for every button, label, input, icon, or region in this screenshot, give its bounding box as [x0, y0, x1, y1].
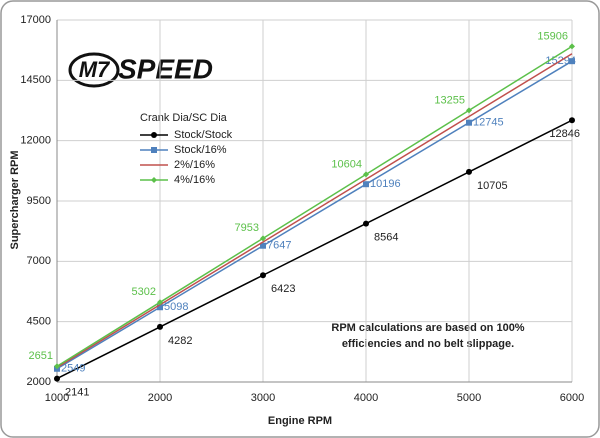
data-label: 15906: [537, 30, 568, 42]
x-tick-label: 1000: [45, 392, 69, 404]
legend-label: Stock/Stock: [174, 129, 233, 141]
marker: [466, 107, 472, 114]
data-label: 6423: [271, 283, 295, 295]
data-label: 2651: [29, 350, 53, 362]
logo-ring: [68, 52, 120, 88]
legend-label: 2%/16%: [174, 159, 215, 171]
marker: [569, 58, 575, 65]
logo-text: SPEED: [118, 53, 213, 84]
data-label: 5098: [164, 301, 188, 313]
marker: [54, 375, 60, 382]
annotation: efficiencies and no belt slippage.: [342, 338, 514, 350]
data-label: 13255: [434, 94, 465, 106]
marker: [363, 181, 369, 188]
y-tick-label: 12000: [20, 135, 51, 147]
x-tick-label: 3000: [251, 392, 275, 404]
marker: [151, 177, 157, 183]
y-tick-label: 14500: [20, 74, 51, 86]
data-label: 4282: [168, 335, 192, 347]
y-tick-label: 2000: [27, 376, 51, 388]
data-label: 10604: [331, 158, 362, 170]
marker: [157, 299, 163, 306]
annotation: RPM calculations are based on 100%: [331, 322, 524, 334]
marker: [54, 363, 60, 370]
x-axis-title: Engine RPM: [268, 415, 332, 427]
data-label: 2141: [65, 387, 89, 399]
y-tick-label: 7000: [27, 255, 51, 267]
marker: [569, 117, 575, 124]
y-tick-label: 4500: [27, 316, 51, 328]
marker: [569, 43, 575, 50]
x-tick-label: 4000: [354, 392, 378, 404]
marker: [363, 171, 369, 178]
marker: [466, 168, 472, 175]
data-label: 12846: [549, 128, 580, 140]
marker: [260, 235, 266, 242]
series-line: [56, 119, 573, 380]
marker: [260, 272, 266, 279]
series-line: [56, 53, 573, 369]
marker: [466, 119, 472, 126]
data-label: 5302: [132, 286, 156, 298]
data-label: 12745: [473, 117, 504, 129]
legend-label: Stock/16%: [174, 144, 227, 156]
marker: [157, 304, 163, 311]
x-tick-label: 6000: [560, 392, 584, 404]
data-label: 10705: [477, 180, 508, 192]
marker: [157, 323, 163, 330]
legend-label: 4%/16%: [174, 174, 215, 186]
marker: [363, 220, 369, 227]
data-label: 7647: [267, 240, 291, 252]
legend-title: Crank Dia/SC Dia: [140, 112, 228, 124]
series-line: [56, 60, 573, 370]
y-tick-label: 9500: [27, 195, 51, 207]
marker: [151, 147, 157, 153]
marker: [151, 132, 157, 138]
series-line: [56, 45, 573, 367]
marker: [260, 242, 266, 249]
data-label: 8564: [374, 231, 398, 243]
x-tick-label: 2000: [148, 392, 172, 404]
data-label: 2549: [61, 363, 85, 375]
data-label: 10196: [370, 178, 401, 190]
y-axis-title: Supercharger RPM: [9, 150, 21, 249]
logo-mark: M7: [79, 57, 111, 82]
data-label: 7953: [235, 222, 259, 234]
x-tick-label: 5000: [457, 392, 481, 404]
y-tick-label: 17000: [20, 14, 51, 26]
